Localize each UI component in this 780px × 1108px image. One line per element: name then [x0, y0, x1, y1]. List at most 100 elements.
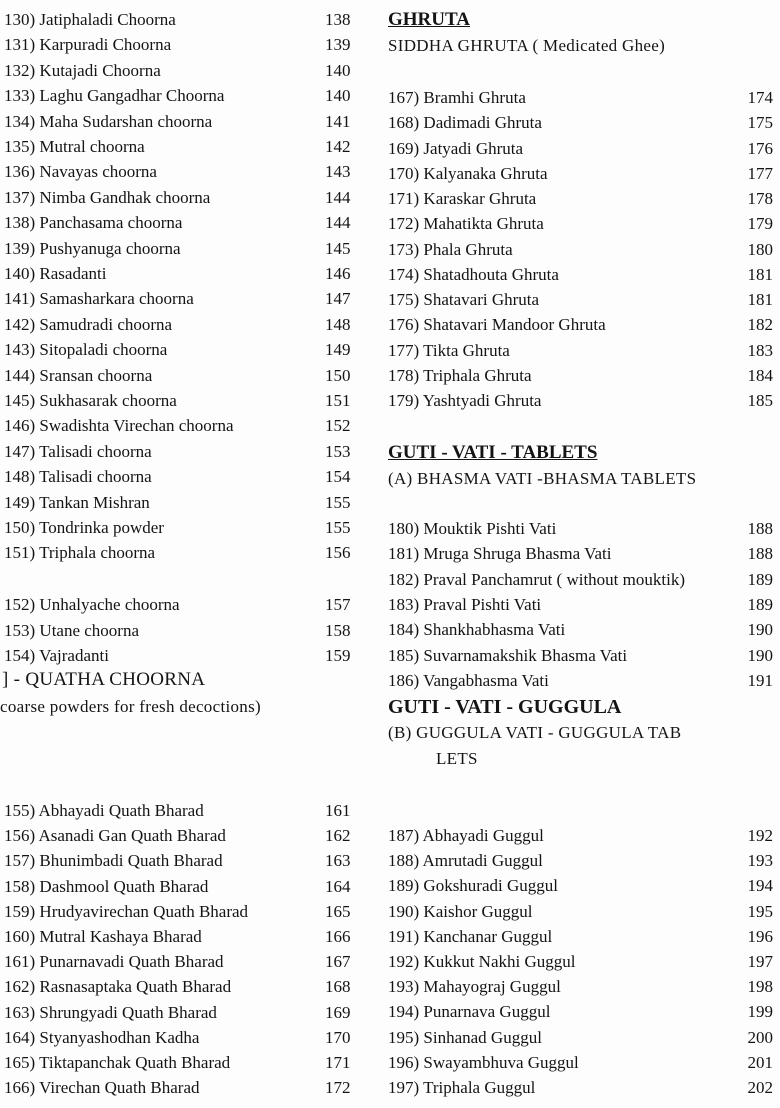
- entry-page-number: 188: [747, 519, 774, 538]
- entry-title: 187) Abhayadi Guggul: [388, 826, 544, 845]
- entry-page-number: 164: [325, 876, 351, 896]
- toc-entry: 143) Sitopaladi choorna 149: [4, 339, 364, 361]
- toc-entry: 147) Talisadi choorna 153: [4, 441, 364, 463]
- toc-entry: 188) Amrutadi Guggul 193: [388, 850, 773, 872]
- toc-entry: 169) Jatyadi Ghruta 176: [388, 138, 773, 160]
- toc-entry: 167) Bramhi Ghruta 174: [388, 87, 773, 109]
- entry-title: 163) Shrungyadi Quath Bharad: [4, 1002, 217, 1022]
- entry-title: 140) Rasadanti: [4, 264, 107, 283]
- entry-page-number: 174: [747, 88, 774, 107]
- toc-entry: 156) Asanadi Gan Quath Bharad 162: [4, 825, 364, 847]
- entry-title: 191) Kanchanar Guggul: [388, 926, 553, 946]
- entry-title: 170) Kalyanaka Ghruta: [388, 163, 548, 183]
- entry-title: 174) Shatadhouta Ghruta: [388, 264, 559, 284]
- entry-title: 136) Navayas choorna: [4, 162, 157, 182]
- entry-page-number: 180: [747, 239, 774, 259]
- toc-entry: 196) Swayambhuva Guggul 201: [388, 1052, 773, 1074]
- entry-page-number: 184: [747, 365, 774, 385]
- entry-page-number: 138: [325, 10, 351, 29]
- entry-title: 182) Praval Panchamrut ( without mouktik…: [388, 569, 685, 589]
- entry-title: 177) Tikta Ghruta: [388, 340, 510, 360]
- entry-page-number: 144: [325, 213, 351, 233]
- toc-entry: 171) Karaskar Ghruta 178: [388, 188, 773, 210]
- entry-title: 141) Samasharkara choorna: [4, 289, 194, 309]
- entry-title: 151) Triphala choorna: [4, 543, 156, 563]
- toc-entry: 178) Triphala Ghruta 184: [388, 365, 773, 387]
- toc-entry: 172) Mahatikta Ghruta 179: [388, 213, 773, 235]
- entry-title: 133) Laghu Gangadhar Choorna: [4, 86, 225, 106]
- entry-title: 169) Jatyadi Ghruta: [388, 138, 524, 158]
- entry-page-number: 142: [325, 137, 351, 156]
- entry-title: 154) Vajradanti: [4, 646, 109, 665]
- toc-entry: 149) Tankan Mishran 155: [4, 492, 364, 514]
- entry-title: 156) Asanadi Gan Quath Bharad: [4, 826, 226, 846]
- toc-entry: 161) Punarnavadi Quath Bharad 167: [4, 951, 364, 973]
- entry-title: 132) Kutajadi Choorna: [4, 60, 161, 80]
- entry-page-number: 155: [325, 518, 351, 537]
- entry-title: 150) Tondrinka powder: [4, 518, 164, 537]
- entry-page-number: 201: [747, 1052, 774, 1072]
- toc-entry: 155) Abhayadi Quath Bharad 161: [4, 800, 364, 822]
- entry-page-number: 196: [747, 926, 774, 946]
- entry-page-number: 147: [325, 289, 351, 309]
- entry-title: 181) Mruga Shruga Bhasma Vati: [388, 544, 612, 564]
- entry-title: 195) Sinhanad Guggul: [388, 1027, 542, 1047]
- entry-title: 145) Sukhasarak choorna: [4, 391, 177, 410]
- toc-entry: 148) Talisadi choorna 154: [4, 466, 364, 488]
- toc-entry: 181) Mruga Shruga Bhasma Vati 188: [388, 543, 773, 565]
- entry-page-number: 145: [325, 238, 351, 258]
- toc-entry: 135) Mutral choorna 142: [4, 136, 364, 158]
- entry-title: 189) Gokshuradi Guggul: [388, 876, 558, 896]
- entry-page-number: 163: [325, 851, 351, 871]
- entry-page-number: 165: [325, 901, 351, 921]
- entry-title: 179) Yashtyadi Ghruta: [388, 391, 542, 410]
- toc-entry: 140) Rasadanti 146: [4, 263, 364, 285]
- quatha-heading: ] - QUATHA CHOORNA: [2, 669, 206, 690]
- toc-entry: 190) Kaishor Guggul 195: [388, 901, 773, 923]
- entry-page-number: 200: [747, 1027, 774, 1047]
- toc-entry: 131) Karpuradi Choorna 139: [4, 34, 364, 56]
- entry-title: 155) Abhayadi Quath Bharad: [4, 801, 204, 820]
- ghruta-subtitle: SIDDHA GHRUTA ( Medicated Ghee): [388, 36, 666, 55]
- entry-page-number: 177: [747, 163, 774, 183]
- entry-title: 138) Panchasama choorna: [4, 213, 183, 233]
- toc-entry: 189) Gokshuradi Guggul 194: [388, 875, 773, 897]
- entry-page-number: 191: [747, 670, 774, 690]
- entry-title: 172) Mahatikta Ghruta: [388, 214, 544, 234]
- toc-entry: 132) Kutajadi Choorna 140: [4, 60, 364, 82]
- entry-title: 165) Tiktapanchak Quath Bharad: [4, 1053, 231, 1072]
- entry-page-number: 162: [325, 826, 351, 846]
- entry-title: 146) Swadishta Virechan choorna: [4, 416, 234, 436]
- entry-title: 171) Karaskar Ghruta: [388, 189, 537, 208]
- toc-entry: 151) Triphala choorna 156: [4, 542, 364, 564]
- entry-page-number: 202: [747, 1078, 774, 1097]
- entry-title: 160) Mutral Kashaya Bharad: [4, 927, 202, 946]
- toc-entry: 177) Tikta Ghruta 183: [388, 340, 773, 362]
- entry-page-number: 139: [325, 35, 351, 55]
- entry-title: 149) Tankan Mishran: [4, 492, 150, 512]
- guggula-heading: GUTI - VATI - GUGGULA: [388, 696, 622, 718]
- toc-entry: 162) Rasnasaptaka Quath Bharad 168: [4, 976, 364, 998]
- toc-entry: 183) Praval Pishti Vati 189: [388, 594, 773, 616]
- entry-page-number: 182: [747, 315, 774, 335]
- entry-page-number: 176: [747, 138, 774, 158]
- entry-page-number: 141: [325, 111, 351, 131]
- tablets-heading: GUTI - VATI - TABLETS: [388, 442, 598, 463]
- toc-entry: 141) Samasharkara choorna 147: [4, 288, 364, 310]
- entry-title: 197) Triphala Guggul: [388, 1078, 536, 1097]
- toc-entry: 166) Virechan Quath Bharad 172: [4, 1077, 364, 1099]
- entry-title: 152) Unhalyache choorna: [4, 595, 180, 614]
- ghruta-heading: GHRUTA: [388, 9, 470, 30]
- toc-entry: 182) Praval Panchamrut ( without mouktik…: [388, 569, 773, 591]
- toc-entry: 139) Pushyanuga choorna 145: [4, 238, 364, 260]
- entry-page-number: 181: [747, 264, 774, 284]
- entry-title: 144) Sransan choorna: [4, 365, 153, 385]
- entry-title: 148) Talisadi choorna: [4, 467, 152, 487]
- entry-title: 176) Shatavari Mandoor Ghruta: [388, 315, 606, 335]
- entry-page-number: 153: [325, 441, 351, 461]
- entry-page-number: 167: [325, 952, 351, 972]
- toc-entry: 170) Kalyanaka Ghruta 177: [388, 163, 773, 185]
- toc-entry: 175) Shatavari Ghruta 181: [388, 289, 773, 311]
- toc-entry: 160) Mutral Kashaya Bharad 166: [4, 926, 364, 948]
- toc-entry: 158) Dashmool Quath Bharad 164: [4, 876, 364, 898]
